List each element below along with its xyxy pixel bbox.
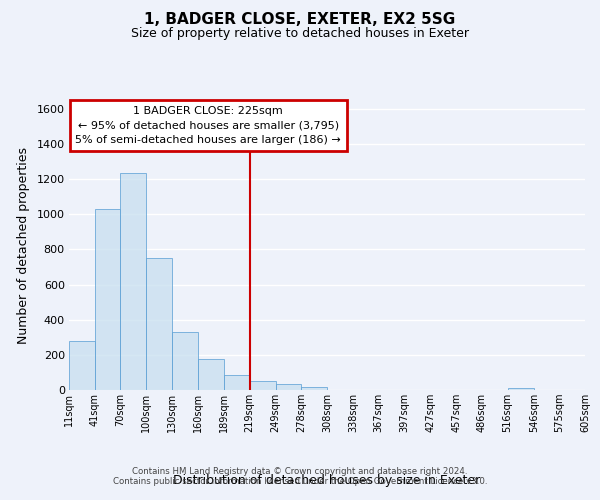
Text: Size of property relative to detached houses in Exeter: Size of property relative to detached ho… (131, 28, 469, 40)
Text: Contains public sector information licensed under the Open Government Licence v3: Contains public sector information licen… (113, 477, 487, 486)
X-axis label: Distribution of detached houses by size in Exeter: Distribution of detached houses by size … (173, 474, 481, 487)
Bar (276, 384, 301, 390)
Text: 1 BADGER CLOSE: 225sqm
← 95% of detached houses are smaller (3,795)
5% of semi-d: 1 BADGER CLOSE: 225sqm ← 95% of detached… (76, 106, 341, 146)
Bar (508, 388, 534, 390)
Text: Contains HM Land Registry data © Crown copyright and database right 2024.: Contains HM Land Registry data © Crown c… (132, 467, 468, 476)
Bar (301, 387, 327, 390)
Bar (250, 381, 276, 390)
Text: 1, BADGER CLOSE, EXETER, EX2 5SG: 1, BADGER CLOSE, EXETER, EX2 5SG (145, 12, 455, 28)
Y-axis label: Number of detached properties: Number of detached properties (17, 146, 30, 344)
Bar (95, 209, 120, 390)
Bar (120, 173, 146, 390)
Bar (224, 375, 250, 390)
Bar (69, 341, 95, 390)
Bar (146, 258, 172, 390)
Bar (172, 332, 199, 390)
Bar (199, 358, 224, 390)
